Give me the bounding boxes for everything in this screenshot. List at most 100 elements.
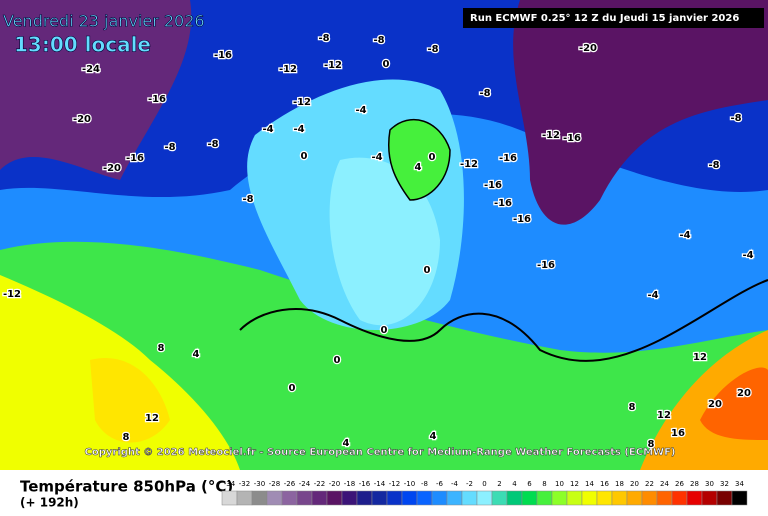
colorbar-label: -16	[359, 480, 371, 488]
colorbar-cell	[236, 490, 253, 506]
colorbar-cell	[716, 490, 733, 506]
contour-label: -16	[513, 214, 531, 225]
contour-label: -8	[479, 88, 490, 99]
colorbar-cell	[551, 490, 568, 506]
contour-label: -16	[484, 180, 502, 191]
contour-label: 8	[629, 402, 636, 413]
contour-label: -24	[82, 64, 100, 75]
contour-label: -16	[148, 94, 166, 105]
colorbar-cell	[731, 490, 748, 506]
contour-label: -20	[579, 43, 597, 54]
colorbar-cell	[476, 490, 493, 506]
contour-label: -16	[494, 198, 512, 209]
arctic-zone-west	[0, 0, 192, 180]
colorbar-cell	[656, 490, 673, 506]
colorbar-label: -10	[404, 480, 415, 488]
colorbar-cell	[626, 490, 643, 506]
legend-title: Température 850hPa (°C)	[20, 478, 233, 496]
contour-label: -12	[279, 64, 297, 75]
colorbar-cell	[326, 490, 343, 506]
colorbar-label: -20	[329, 480, 340, 488]
colorbar: -34 -32 -30 -28 -26 -24 -22 -20 -18 -16 -14 -12 -10-…	[221, 480, 748, 506]
contour-label: -4	[647, 290, 658, 301]
colorbar-cell	[446, 490, 463, 506]
contour-label: 16	[671, 428, 685, 439]
colorbar-cell	[596, 490, 613, 506]
contour-label: 4	[343, 438, 350, 449]
contour-label: 8	[158, 343, 165, 354]
contour-label: 0	[424, 265, 431, 276]
colorbar-cell	[341, 490, 358, 506]
date-text: Vendredi 23 janvier 2026	[3, 12, 205, 31]
colorbar-label: 14	[585, 480, 594, 488]
copyright: Copyright © 2026 Meteociel.fr - Source E…	[85, 447, 676, 458]
colorbar-cell	[416, 490, 433, 506]
contour-label: -8	[242, 194, 253, 205]
colorbar-label: 12	[570, 480, 579, 488]
colorbar-label: -8	[421, 480, 428, 488]
contour-label: -8	[318, 33, 329, 44]
colorbar-label: 18	[615, 480, 624, 488]
colorbar-label: 26	[675, 480, 684, 488]
colorbar-cell	[401, 490, 418, 506]
contour-label: -4	[371, 152, 382, 163]
contour-label: -4	[679, 230, 690, 241]
contour-label: -8	[730, 113, 741, 124]
colorbar-cell	[521, 490, 538, 506]
contour-labels: -24-16-20-16-20-16-12-8 -8-8-12-12-4 -4-8-…	[2, 32, 755, 452]
colorbar-label: -12	[389, 480, 400, 488]
contour-label: 4	[415, 162, 422, 173]
colorbar-cell	[611, 490, 628, 506]
contour-label: -12	[293, 97, 311, 108]
colorbar-label: 22	[645, 480, 654, 488]
contour-label: 0	[301, 151, 308, 162]
contour-label: -4	[355, 105, 366, 116]
colorbar-label: 0	[482, 480, 486, 488]
contour-label: -12	[324, 60, 342, 71]
contour-label: -4	[293, 124, 304, 135]
colorbar-label: -30	[254, 480, 265, 488]
contour-label: 0	[381, 325, 388, 336]
contour-label: 12	[693, 352, 707, 363]
colorbar-label: 8	[542, 480, 546, 488]
run-box	[463, 8, 764, 28]
contour-label: -12	[460, 159, 478, 170]
contour-label: 0	[429, 152, 436, 163]
contour-label: 20	[708, 399, 722, 410]
colorbar-label: -24	[299, 480, 311, 488]
colorbar-cell	[506, 490, 523, 506]
contour-label: -16	[499, 153, 517, 164]
colorbar-label: -34	[224, 480, 236, 488]
colorbar-cell	[431, 490, 448, 506]
colorbar-cell	[581, 490, 598, 506]
colorbar-cell	[701, 490, 718, 506]
contour-label: -12	[3, 289, 21, 300]
colorbar-label: -32	[239, 480, 250, 488]
colorbar-label: 6	[527, 480, 532, 488]
colorbar-label: 16	[600, 480, 609, 488]
colorbar-cell	[251, 490, 268, 506]
colorbar-cell	[461, 490, 478, 506]
colorbar-cell	[296, 490, 313, 506]
colorbar-label: 2	[497, 480, 501, 488]
contour-label: 20	[737, 388, 751, 399]
contour-label: -16	[563, 133, 581, 144]
contour-label: -8	[373, 35, 384, 46]
warmer-zone	[90, 358, 170, 443]
contour-label: -4	[742, 250, 753, 261]
colorbar-label: 4	[512, 480, 517, 488]
contour-label: 0	[383, 59, 390, 70]
colorbar-label: -26	[284, 480, 296, 488]
colorbar-cell	[281, 490, 298, 506]
contour-label: 0	[334, 355, 341, 366]
colorbar-label: -14	[374, 480, 386, 488]
colorbar-label: 20	[630, 480, 639, 488]
coastline	[239, 279, 768, 362]
colorbar-cell	[671, 490, 688, 506]
colorbar-cell	[311, 490, 328, 506]
contour-label: -8	[164, 142, 175, 153]
contour-label: 8	[648, 439, 655, 450]
contour-label: -4	[262, 124, 273, 135]
contour-label: -16	[126, 153, 144, 164]
